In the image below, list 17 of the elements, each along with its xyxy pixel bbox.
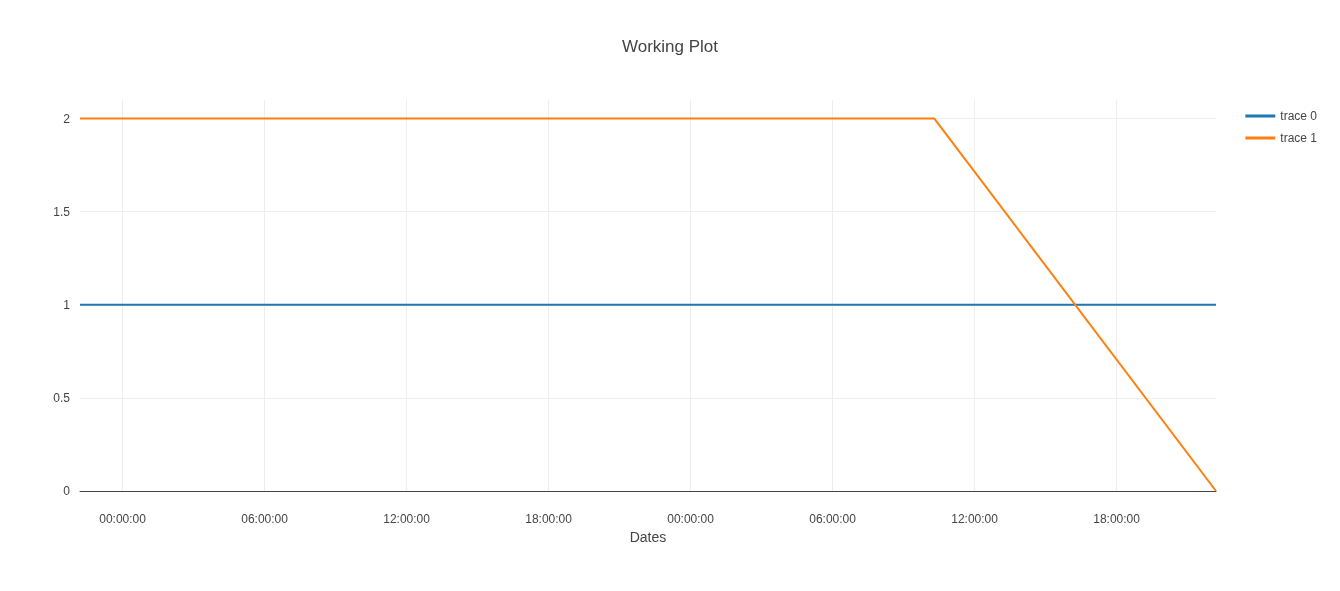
- x-tick-label: 18:00:00: [525, 512, 573, 526]
- x-tick-label: 06:00:00: [809, 512, 857, 526]
- x-tick-label: 00:00:00: [667, 512, 715, 526]
- x-tick-label: 18:00:00: [1093, 512, 1141, 526]
- x-tick-label: 00:00:00: [99, 512, 147, 526]
- x-axis-title: Dates: [629, 528, 667, 545]
- y-tick-label: 0: [63, 484, 71, 498]
- chart-title: Working Plot: [621, 37, 719, 56]
- y-tick-label: 0.5: [53, 390, 71, 405]
- y-tick-label: 2: [63, 111, 71, 126]
- legend-label: trace 1: [1280, 131, 1318, 145]
- legend-label: trace 0: [1280, 109, 1318, 123]
- x-tick-label: 12:00:00: [951, 512, 999, 526]
- x-tick-label: 06:00:00: [241, 512, 289, 526]
- x-tick-label: 12:00:00: [383, 512, 431, 526]
- y-tick-label: 1: [63, 297, 71, 312]
- y-tick-label: 1.5: [53, 204, 71, 219]
